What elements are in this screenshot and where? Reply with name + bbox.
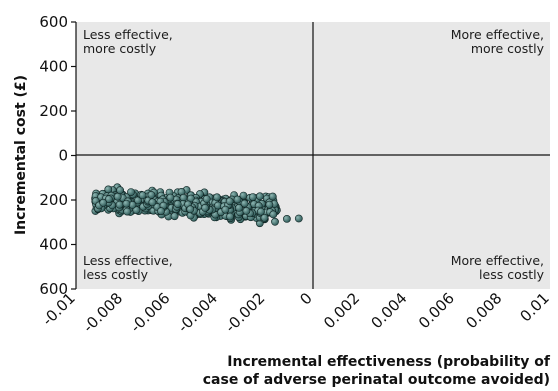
data-point: [127, 188, 135, 196]
x-tick-label: 0.004: [368, 289, 411, 332]
data-point: [269, 210, 278, 219]
data-point: [240, 199, 249, 208]
data-points: [91, 183, 303, 228]
data-point: [122, 199, 131, 208]
quadrant-label-top-left: Less effective,: [83, 27, 173, 42]
x-tick-label: 0: [296, 289, 315, 308]
x-tick-label: -0.008: [79, 289, 126, 336]
data-point: [147, 190, 156, 199]
y-tick-label: 0: [58, 147, 68, 165]
y-tick-label: 400: [39, 236, 68, 254]
data-point: [99, 198, 108, 207]
data-point: [225, 197, 234, 206]
data-point: [268, 192, 277, 201]
data-point: [255, 192, 264, 201]
data-point: [113, 192, 122, 201]
data-point: [105, 195, 113, 204]
data-point: [235, 203, 243, 212]
data-point: [132, 206, 141, 214]
y-tick-label: 400: [39, 58, 68, 76]
data-point: [115, 200, 124, 209]
data-point: [221, 205, 230, 214]
x-axis-title: Incremental effectiveness (probability o…: [227, 354, 551, 370]
data-point: [233, 195, 242, 204]
quadrant-label-bottom-left: Less effective,: [83, 253, 173, 268]
data-point: [133, 196, 142, 205]
data-point: [138, 191, 147, 200]
quadrant-label-bottom-left: less costly: [83, 267, 149, 282]
x-tick-label: 0.01: [516, 289, 552, 325]
quadrant-label-top-right: More effective,: [451, 27, 544, 42]
data-point: [282, 214, 291, 223]
data-point: [226, 212, 234, 221]
y-axis-title: Incremental cost (£): [13, 75, 29, 235]
data-point: [123, 207, 132, 216]
data-point: [166, 193, 175, 202]
x-tick-label: -0.004: [174, 289, 221, 336]
data-point: [260, 213, 269, 222]
quadrant-label-bottom-right: More effective,: [451, 253, 544, 268]
data-point: [271, 217, 279, 226]
x-tick-label: -0.002: [222, 289, 269, 336]
quadrant-label-top-right: more costly: [471, 41, 545, 56]
data-point: [202, 195, 211, 203]
data-point: [186, 205, 195, 214]
data-point: [201, 203, 209, 212]
quadrant-label-top-left: more costly: [83, 41, 157, 56]
x-tick-label: 0.006: [415, 289, 458, 332]
data-point: [294, 214, 303, 223]
data-point: [116, 186, 124, 195]
x-axis-title: case of adverse perinatal outcome avoide…: [203, 372, 550, 388]
y-tick-label: 600: [39, 280, 68, 298]
x-tick-label: 0.008: [462, 289, 505, 332]
data-point: [242, 206, 251, 215]
data-point: [213, 193, 221, 202]
data-point: [173, 200, 182, 208]
data-point: [256, 207, 265, 216]
data-point: [248, 193, 257, 201]
x-tick-label: -0.006: [127, 289, 174, 336]
data-point: [148, 198, 157, 207]
y-tick-label: 600: [39, 13, 68, 31]
x-tick-label: 0.002: [320, 289, 363, 332]
y-tick-label: 200: [39, 102, 68, 120]
quadrant-label-bottom-right: less costly: [479, 267, 545, 282]
y-tick-label: 200: [39, 191, 68, 209]
data-point: [170, 212, 179, 221]
data-point: [157, 207, 165, 216]
data-point: [265, 200, 274, 209]
